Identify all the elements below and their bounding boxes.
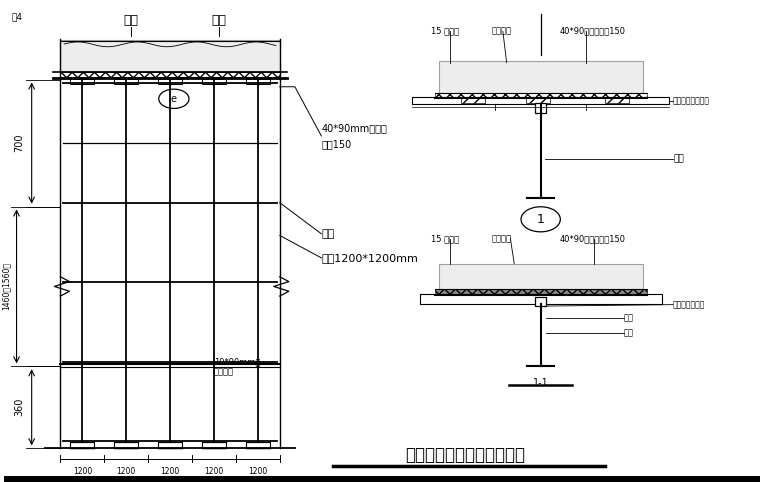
Text: 泡沫垫板: 泡沫垫板 (492, 27, 511, 36)
Text: 间距150: 间距150 (321, 140, 352, 149)
Bar (435, 289, 647, 295)
Bar (4, 476, 760, 482)
Text: 360: 360 (14, 398, 24, 416)
Bar (158, 79, 182, 84)
Bar (420, 294, 662, 304)
Text: 1200: 1200 (204, 467, 223, 476)
Text: 1460（1560）: 1460（1560） (2, 262, 11, 310)
Bar (114, 79, 138, 84)
Bar (202, 79, 226, 84)
Text: 泥浆垫板: 泥浆垫板 (492, 234, 511, 243)
Text: 横杆: 横杆 (321, 229, 334, 239)
Text: 立杆1200*1200mm: 立杆1200*1200mm (321, 253, 418, 263)
Bar (61, 40, 280, 71)
Text: 顶撑夹杆（双钢管: 顶撑夹杆（双钢管 (673, 97, 710, 106)
Bar (61, 72, 280, 78)
Bar (70, 442, 94, 448)
Bar (202, 442, 226, 448)
Bar (70, 79, 94, 84)
Text: 10*90mm方: 10*90mm方 (214, 357, 261, 366)
Bar (114, 442, 138, 448)
Text: 楼板: 楼板 (123, 13, 138, 27)
Text: 通长木方: 通长木方 (214, 368, 234, 376)
Text: 700: 700 (14, 134, 24, 152)
Text: 15 厚模板: 15 厚模板 (431, 234, 459, 243)
Bar (435, 93, 647, 98)
Bar (245, 442, 270, 448)
Bar (605, 98, 629, 103)
Text: 顶撑托座（双钢: 顶撑托座（双钢 (673, 300, 705, 309)
Text: 1-1: 1-1 (533, 378, 549, 388)
Text: 1: 1 (537, 213, 545, 226)
Text: 立柱: 立柱 (673, 155, 684, 163)
Text: 托托: 托托 (624, 314, 634, 322)
Bar (461, 98, 486, 103)
Text: 40*90木方，间距150: 40*90木方，间距150 (559, 234, 625, 243)
Text: 1200: 1200 (160, 467, 179, 476)
Bar (535, 103, 546, 113)
Bar (535, 297, 546, 306)
Text: 40*90mm木方，: 40*90mm木方， (321, 123, 388, 133)
Text: 15 厚模板: 15 厚模板 (431, 27, 459, 36)
Text: 立杆: 立杆 (624, 328, 634, 337)
Bar (245, 79, 270, 84)
Bar (439, 61, 643, 93)
Text: 40*90木方，间距150: 40*90木方，间距150 (559, 27, 625, 36)
Bar (439, 264, 643, 289)
Text: 模板: 模板 (212, 13, 226, 27)
Bar (412, 97, 670, 104)
Text: 1200: 1200 (116, 467, 136, 476)
Text: 图4: 图4 (11, 12, 22, 21)
Bar (526, 98, 549, 103)
Bar (158, 442, 182, 448)
Text: e: e (171, 94, 177, 104)
Text: 1200: 1200 (249, 467, 268, 476)
Text: 1200: 1200 (73, 467, 92, 476)
Text: 主体楼板模板支设构造详图: 主体楼板模板支设构造详图 (405, 446, 525, 465)
